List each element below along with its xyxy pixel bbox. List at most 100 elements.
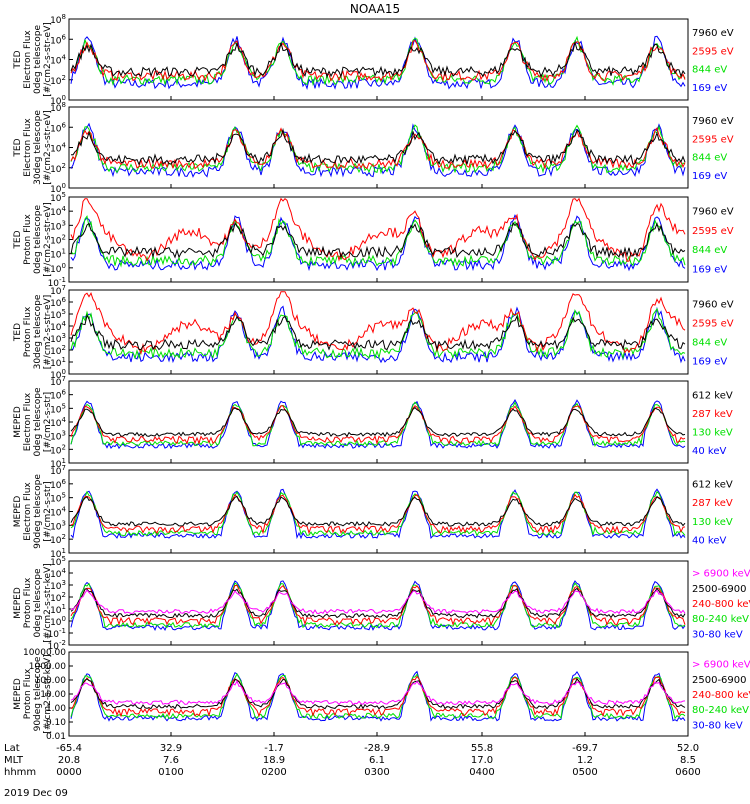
y-tick-label: 100 xyxy=(50,94,66,107)
figure-title: NOAA15 xyxy=(350,2,400,16)
legend-entry: 612 keV xyxy=(692,390,733,401)
y-tick-label: 101 xyxy=(50,356,66,369)
y-tick-label: 101 xyxy=(50,457,66,470)
x-tick-label: -69.7 xyxy=(572,743,598,754)
legend-entry: 844 eV xyxy=(692,245,727,256)
y-axis-title-line: 30deg telescope xyxy=(33,110,43,185)
flux-trace-red xyxy=(70,197,686,262)
y-axis-title: TEDProton Flux30deg telescope[#/cm2-s-st… xyxy=(13,294,53,369)
flux-trace-red xyxy=(70,675,686,718)
y-tick-label: 103 xyxy=(50,579,66,592)
y-axis-title-line: 30deg telescope xyxy=(33,294,43,369)
legend-entry: 130 keV xyxy=(692,517,733,528)
y-tick-label: 104 xyxy=(50,205,66,218)
y-tick-label: 107 xyxy=(50,284,66,297)
y-axis-title-line: TED xyxy=(13,230,23,249)
flux-trace-green xyxy=(70,490,686,537)
y-axis-title-line: Electron Flux xyxy=(23,30,33,89)
x-tick-label: 17.0 xyxy=(471,755,493,766)
legend-entry: 169 eV xyxy=(692,264,727,275)
flux-trace-red xyxy=(70,405,686,445)
legend-entry: 130 keV xyxy=(692,427,733,438)
x-tick-label: -1.7 xyxy=(264,743,284,754)
x-tick-label: 0300 xyxy=(364,767,389,778)
y-tick-label: 102 xyxy=(50,533,66,546)
legend-entry: 7960 eV xyxy=(692,300,734,311)
panel-frame xyxy=(68,106,689,189)
y-axis-title-line: [#/cm2-s-str-eV] xyxy=(43,295,53,370)
y-axis-title: MEPEDElectron Flux90deg telescope[#/cm2-… xyxy=(13,474,53,549)
y-tick-label: 10000.00 xyxy=(23,648,66,658)
y-tick-label: 107 xyxy=(50,464,66,477)
y-tick-label: 106 xyxy=(50,478,66,491)
x-tick-label: 32.9 xyxy=(160,743,182,754)
panel-frame xyxy=(68,289,689,375)
y-axis-title-line: 90deg telescope xyxy=(33,474,43,549)
y-tick-label: 105 xyxy=(50,555,66,568)
x-row-label: Lat xyxy=(4,743,20,754)
x-tick-label: 0200 xyxy=(261,767,286,778)
legend-entry: > 6900 keV xyxy=(692,569,750,580)
flux-trace-black xyxy=(70,495,686,527)
x-tick-label: 18.9 xyxy=(263,755,285,766)
y-axis-title-line: Proton Flux xyxy=(23,577,33,628)
y-tick-label: 100 xyxy=(50,368,66,381)
x-tick-label: 0000 xyxy=(56,767,81,778)
panel-frame xyxy=(68,469,689,554)
flux-trace-red xyxy=(70,493,686,535)
x-tick-label: 0500 xyxy=(572,767,597,778)
legend-entry: 612 keV xyxy=(692,479,733,490)
y-tick-label: 101 xyxy=(50,603,66,616)
y-tick-label: 102 xyxy=(50,74,66,87)
panel-frame xyxy=(68,560,689,646)
y-axis-title-line: MEPED xyxy=(13,678,23,710)
legend-entry: 2500-6900 xyxy=(692,584,747,595)
y-axis-title-line: TED xyxy=(13,50,23,69)
legend-entry: 844 eV xyxy=(692,65,727,76)
flux-trace-black xyxy=(70,127,686,166)
y-tick-label: 103 xyxy=(50,332,66,345)
legend-entry: 30-80 keV xyxy=(692,629,743,640)
legend-entry: 2595 eV xyxy=(692,46,734,57)
y-axis-title-line: [#/cm2-s-str] xyxy=(43,392,53,452)
y-tick-label: 0.10 xyxy=(46,718,66,728)
y-tick-label: 10-2 xyxy=(48,639,66,652)
y-tick-label: 103 xyxy=(50,219,66,232)
legend-entry: 287 keV xyxy=(692,498,733,509)
x-row-label: MLT xyxy=(4,755,24,766)
y-tick-label: 102 xyxy=(50,443,66,456)
y-axis-title-line: TED xyxy=(13,323,23,342)
y-tick-label: 102 xyxy=(50,162,66,175)
panel-frame xyxy=(68,18,689,101)
flux-trace-red xyxy=(70,39,686,83)
flux-trace-black xyxy=(70,313,686,351)
y-axis-title-line: Proton Flux xyxy=(23,306,33,357)
y-tick-label: 106 xyxy=(50,389,66,402)
legend-entry: 844 eV xyxy=(692,153,727,164)
legend-entry: 2595 eV xyxy=(692,319,734,330)
flux-trace-red xyxy=(70,584,686,626)
x-tick-label: 52.0 xyxy=(677,743,699,754)
legend-entry: > 6900 keV xyxy=(692,660,750,671)
legend-entry: 2500-6900 xyxy=(692,675,747,686)
y-tick-label: 10.00 xyxy=(40,690,66,700)
legend-entry: 30-80 keV xyxy=(692,720,743,731)
x-tick-label: 55.8 xyxy=(471,743,493,754)
x-tick-label: -28.9 xyxy=(364,743,390,754)
y-axis-title-line: [#/cm2-s-str-keV] xyxy=(43,563,53,642)
flux-trace-green xyxy=(70,307,686,360)
flux-trace-magenta xyxy=(70,680,686,706)
y-tick-label: 100 xyxy=(50,262,66,275)
y-tick-label: 1.00 xyxy=(46,704,66,714)
y-tick-label: 103 xyxy=(50,430,66,443)
y-axis-title: TEDElectron Flux30deg telescope[#/cm2-s-… xyxy=(13,110,53,185)
y-tick-label: 106 xyxy=(50,33,66,46)
panel-frame xyxy=(68,380,689,464)
flux-trace-green xyxy=(70,215,686,268)
